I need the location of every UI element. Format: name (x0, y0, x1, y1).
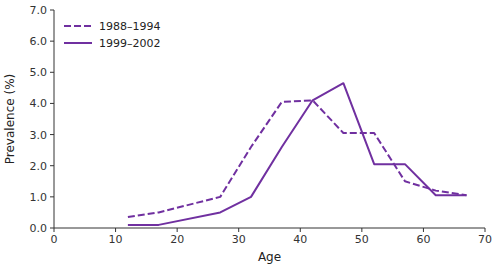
x-tick-label: 20 (170, 233, 184, 246)
x-tick-label: 50 (355, 233, 369, 246)
legend-swatch (64, 25, 92, 27)
series-lines (128, 83, 467, 225)
y-tick-label: 2.0 (30, 160, 48, 173)
y-tick (50, 41, 54, 42)
x-tick-label: 60 (416, 233, 430, 246)
y-tick-label: 7.0 (30, 4, 48, 17)
x-tick (423, 228, 424, 232)
x-tick (485, 228, 486, 232)
legend-swatch (64, 42, 92, 44)
y-tick (50, 10, 54, 11)
y-tick-label: 4.0 (30, 97, 48, 110)
y-tick (50, 72, 54, 73)
x-tick (54, 228, 55, 232)
series-line (128, 100, 467, 217)
x-tick-label: 10 (109, 233, 123, 246)
series-line (128, 83, 467, 225)
y-axis-label: Prevalence (%) (3, 74, 17, 164)
x-tick-label: 0 (51, 233, 58, 246)
x-tick (300, 228, 301, 232)
y-tick (50, 196, 54, 197)
y-axis-line (54, 10, 55, 228)
legend-label: 1988–1994 (99, 20, 161, 33)
x-tick (361, 228, 362, 232)
x-tick-label: 30 (232, 233, 246, 246)
x-tick (177, 228, 178, 232)
y-tick-label: 3.0 (30, 129, 48, 142)
y-tick (50, 228, 54, 229)
legend: 1988–1994 1999–2002 (64, 20, 161, 50)
x-tick (115, 228, 116, 232)
y-tick-label: 0.0 (30, 222, 48, 235)
axes: 0 10 20 30 40 50 60 70 0.0 1.0 2.0 3.0 4.0 5.0 6.0 7.0 (30, 4, 493, 246)
x-tick-label: 70 (478, 233, 492, 246)
chart: 0 10 20 30 40 50 60 70 0.0 1.0 2.0 3.0 4.0 5.0 6.0 7.0 A… (0, 0, 497, 266)
y-tick (50, 134, 54, 135)
x-tick-label: 40 (293, 233, 307, 246)
y-tick (50, 165, 54, 166)
y-tick-label: 1.0 (30, 191, 48, 204)
legend-label: 1999–2002 (99, 37, 161, 50)
y-tick-label: 5.0 (30, 66, 48, 79)
x-tick (238, 228, 239, 232)
x-axis-line (54, 228, 485, 229)
y-tick-label: 6.0 (30, 35, 48, 48)
y-tick (50, 103, 54, 104)
x-axis-label: Age (258, 250, 281, 264)
